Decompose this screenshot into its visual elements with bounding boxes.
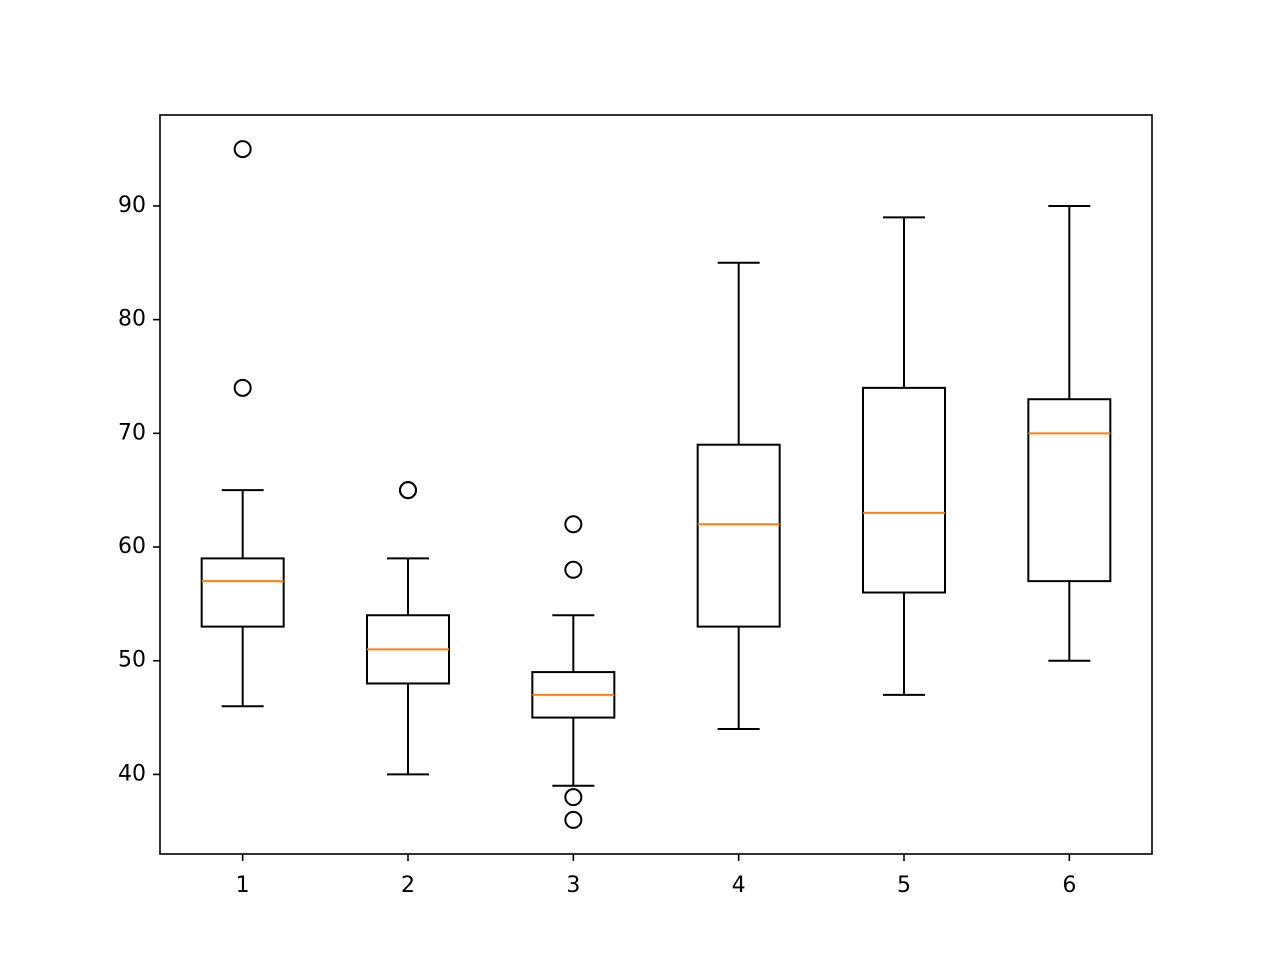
y-tick-label-50: 50	[118, 648, 146, 673]
x-tick-label-1: 1	[236, 873, 250, 898]
x-tick-label-5: 5	[897, 873, 911, 898]
y-tick-label-40: 40	[118, 761, 146, 786]
y-tick-label-60: 60	[118, 534, 146, 559]
y-tick-label-70: 70	[118, 420, 146, 445]
outlier-2-1	[399, 481, 417, 500]
box-group-3	[531, 515, 616, 829]
y-tick-label-90: 90	[118, 193, 146, 218]
box-group-1	[200, 140, 285, 708]
outlier-3-3	[564, 810, 583, 829]
box-group-6	[1027, 204, 1112, 662]
y-axis: 40 50 60 70 80 90	[118, 193, 160, 786]
y-tick-label-80: 80	[118, 307, 146, 332]
plot-area	[200, 140, 1112, 829]
box-6	[1027, 398, 1112, 583]
box-4	[696, 443, 781, 628]
outlier-1-0	[233, 378, 252, 397]
box-group-4	[696, 261, 781, 730]
box-1	[200, 557, 285, 628]
x-axis: 1 2 3 4 5 6	[236, 854, 1076, 898]
box-group-5	[862, 216, 946, 696]
box-group-2	[366, 481, 450, 776]
x-tick-label-2: 2	[401, 873, 415, 898]
outlier-3-0	[564, 560, 583, 579]
x-tick-label-6: 6	[1062, 873, 1076, 898]
outlier-3-2	[564, 788, 583, 807]
x-tick-label-4: 4	[732, 873, 746, 898]
box-5	[862, 386, 946, 594]
axes-frame	[159, 114, 1153, 855]
outlier-3-1	[564, 515, 583, 534]
outlier-1-1	[233, 140, 252, 159]
x-tick-label-3: 3	[566, 873, 580, 898]
